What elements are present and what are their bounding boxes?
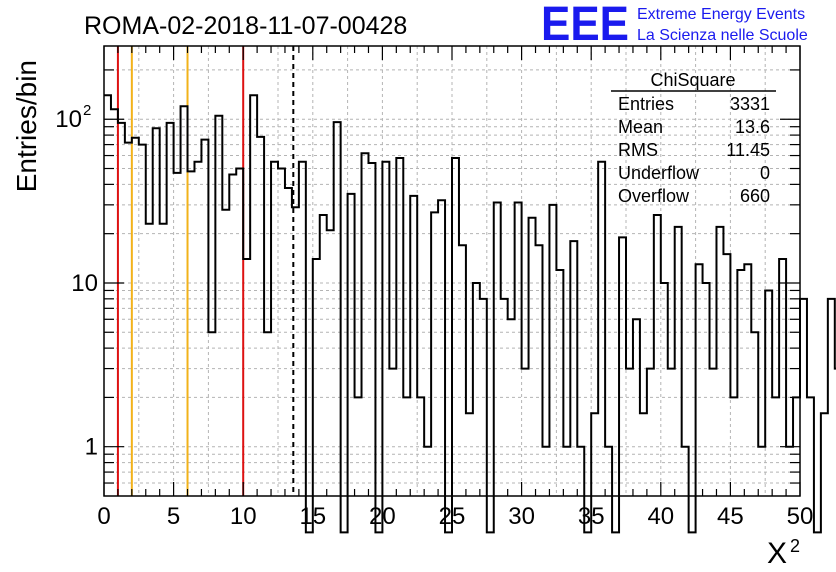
stats-box-rows: Entries 3331 Mean 13.6 RMS 11.45 Underflow 0 Ove… (618, 94, 770, 206)
stats-row-label: Underflow (618, 163, 700, 183)
x-tick-label: 0 (97, 503, 110, 530)
stats-box: ChiSquare Entries 3331 Mean 13.6 RMS 11.45 Und… (611, 70, 776, 206)
x-tick-label: 5 (167, 503, 180, 530)
stats-row-value: 3331 (730, 94, 770, 114)
axis-ticks (103, 46, 801, 496)
histogram-series (104, 94, 836, 534)
y-axis-label: Entries/bin (11, 60, 42, 192)
stats-row-label: RMS (618, 140, 658, 160)
logo-mark: EEE (541, 0, 629, 51)
stats-row-label: Overflow (618, 186, 690, 206)
logo-line-1: Extreme Energy Events (637, 6, 805, 23)
stats-row-value: 11.45 (726, 140, 770, 160)
x-tick-label: 45 (717, 503, 744, 530)
reference-lines (116, 46, 295, 496)
x-tick-label: 20 (369, 503, 396, 530)
x-tick-label: 10 (230, 503, 257, 530)
y-tick-label: 10 (55, 106, 82, 133)
x-tick-label: 40 (647, 503, 674, 530)
x-axis-label-superscript: 2 (790, 536, 800, 556)
stats-row-label: Mean (618, 117, 663, 137)
x-tick-label: 15 (299, 503, 326, 530)
y-tick-label: 1 (85, 434, 98, 461)
x-tick-label: 50 (787, 503, 814, 530)
chart-title: ROMA-02-2018-11-07-00428 (84, 12, 407, 40)
x-tick-label: 35 (578, 503, 605, 530)
stats-row-label: Entries (618, 94, 674, 114)
logo: EEE Extreme Energy Events La Scienza nel… (541, 0, 808, 51)
stats-row-value: 13.6 (735, 117, 770, 137)
y-tick-label-exponent: 2 (83, 102, 91, 119)
logo-line-2: La Scienza nelle Scuole (637, 27, 808, 44)
x-axis-label-text: X (767, 537, 787, 570)
x-tick-label: 25 (439, 503, 466, 530)
stats-row-value: 0 (760, 163, 770, 183)
y-tick-label: 10 (71, 270, 98, 297)
x-tick-label: 30 (508, 503, 535, 530)
stats-box-title: ChiSquare (650, 70, 735, 90)
x-axis-label: X 2 (767, 536, 800, 570)
stats-row-value: 660 (740, 186, 770, 206)
